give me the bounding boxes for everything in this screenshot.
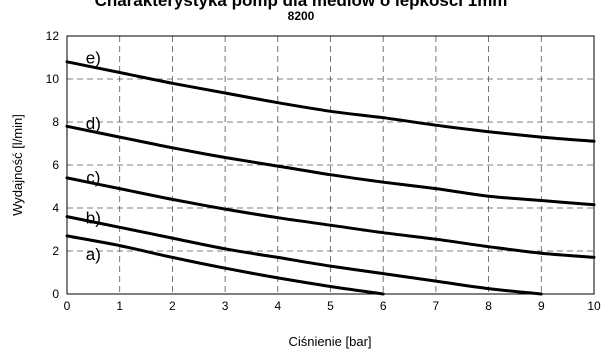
x-tick-label: 3 bbox=[222, 299, 229, 313]
curve-label-1: b) bbox=[86, 209, 101, 228]
y-axis-label: Wydajność [l/min] bbox=[10, 114, 25, 216]
chart-title: Charakterystyka pomp dla mediów o lepkoś… bbox=[95, 0, 508, 10]
plot-frame bbox=[66, 35, 595, 295]
x-tick-label: 9 bbox=[538, 299, 545, 313]
x-tick-label: 10 bbox=[587, 299, 601, 313]
curve-line-0 bbox=[65, 234, 385, 296]
x-tick-label: 5 bbox=[327, 299, 334, 313]
curve-line-4 bbox=[65, 60, 596, 143]
grid-lines bbox=[67, 36, 594, 294]
x-tick-label: 0 bbox=[64, 299, 71, 313]
curves bbox=[65, 60, 596, 296]
y-tick-label: 4 bbox=[52, 201, 59, 215]
curve-label-4: e) bbox=[86, 49, 101, 68]
y-tick-label: 6 bbox=[52, 158, 59, 172]
y-tick-label: 12 bbox=[46, 29, 60, 43]
x-tick-label: 1 bbox=[116, 299, 123, 313]
curve-label-2: c) bbox=[86, 168, 100, 187]
x-tick-label: 6 bbox=[380, 299, 387, 313]
y-tick-label: 2 bbox=[52, 244, 59, 258]
curve-line-2 bbox=[65, 176, 596, 259]
x-tick-label: 8 bbox=[485, 299, 492, 313]
curve-labels: a) b) c) d) e) bbox=[86, 49, 101, 265]
curve-line-1 bbox=[65, 215, 543, 296]
x-tick-label: 4 bbox=[274, 299, 281, 313]
chart-subtitle: 8200 bbox=[288, 9, 315, 23]
y-tick-label: 10 bbox=[46, 72, 60, 86]
x-tick-label: 2 bbox=[169, 299, 176, 313]
curve-label-0: a) bbox=[86, 245, 101, 264]
y-tick-label: 0 bbox=[52, 287, 59, 301]
curve-line-3 bbox=[65, 124, 596, 207]
curve-label-3: d) bbox=[86, 114, 101, 133]
y-tick-label: 8 bbox=[52, 115, 59, 129]
x-axis-label: Ciśnienie [bar] bbox=[288, 334, 371, 349]
x-tick-label: 7 bbox=[433, 299, 440, 313]
